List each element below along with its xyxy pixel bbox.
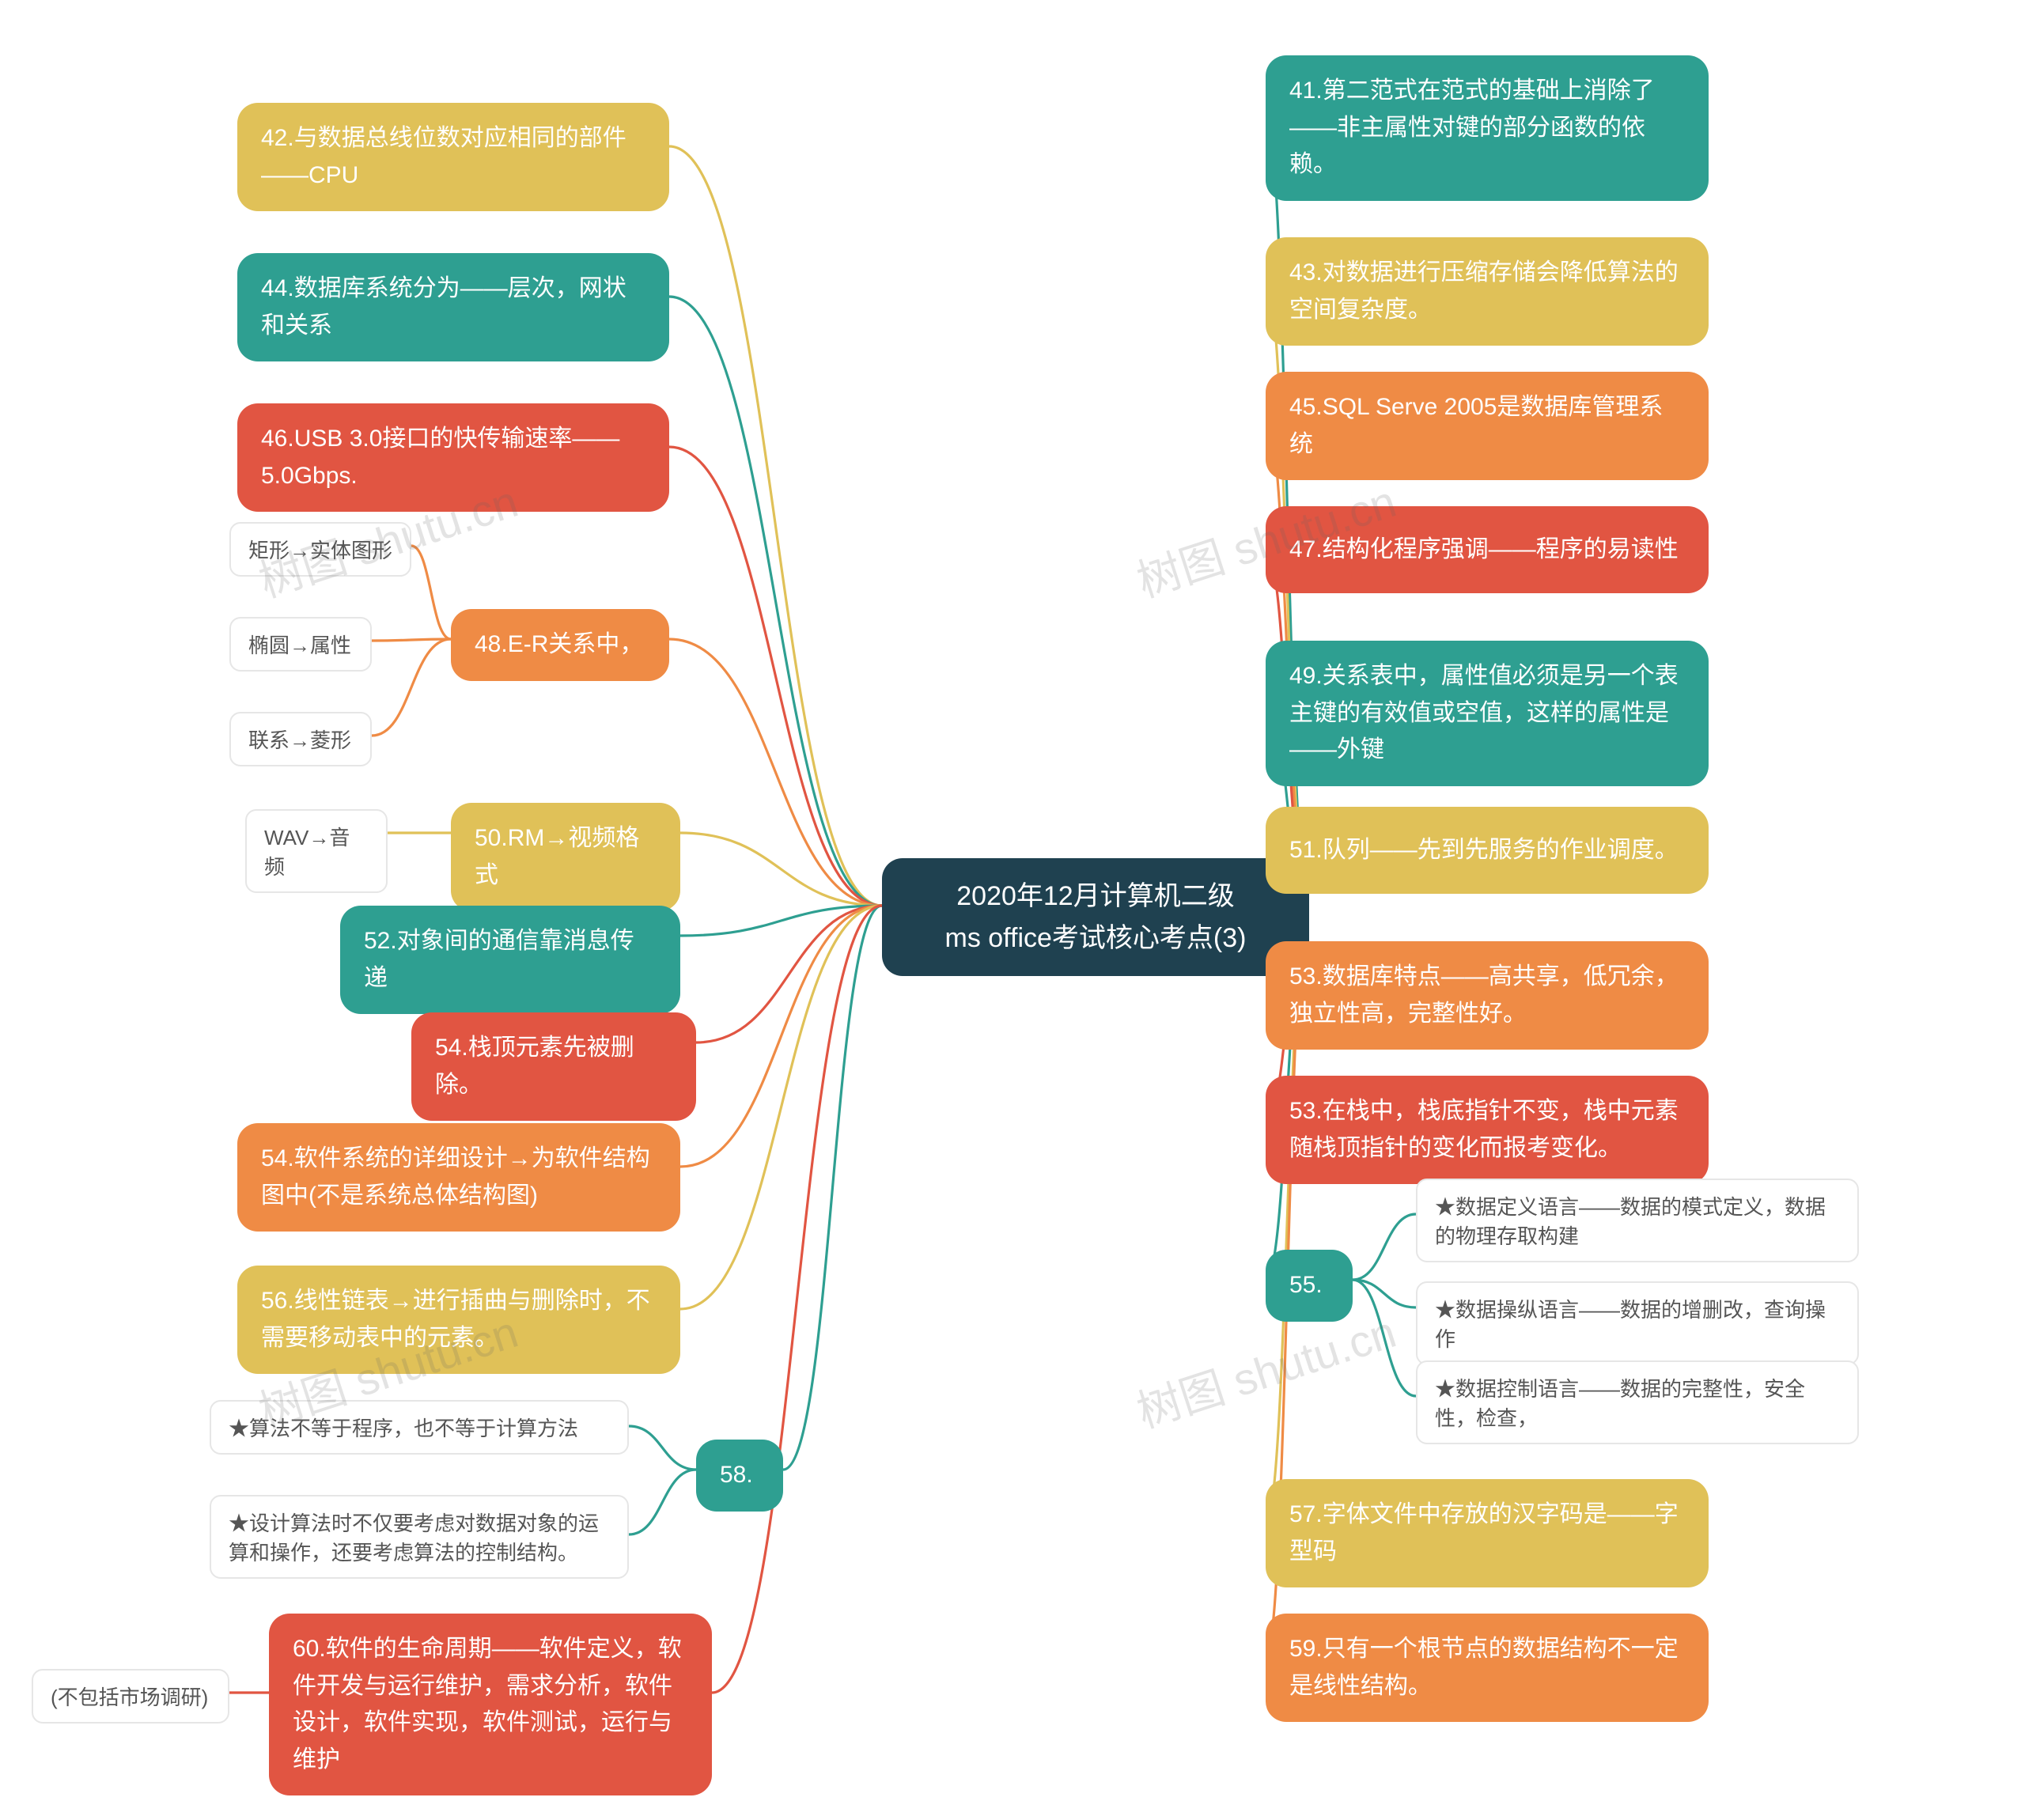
node-n56: 56.线性链表→进行插曲与删除时，不需要移动表中的元素。 (237, 1266, 680, 1374)
subnode-n55a: ★数据定义语言——数据的模式定义，数据的物理存取构建 (1416, 1179, 1859, 1262)
node-label-n57: 57.字体文件中存放的汉字码是——字型码 (1289, 1496, 1685, 1570)
node-label-n46: 46.USB 3.0接口的快传输速率——5.0Gbps. (261, 421, 645, 494)
node-label-n54b: 54.软件系统的详细设计→为软件结构图中(不是系统总体结构图) (261, 1141, 657, 1214)
node-label-n55: 55. (1289, 1267, 1323, 1304)
watermark-3: 树图 shutu.cn (1128, 1297, 1403, 1441)
node-label-n48: 48.E-R关系中， (475, 626, 643, 664)
node-n42: 42.与数据总线位数对应相同的部件——CPU (237, 103, 669, 211)
node-n53b: 53.在栈中，栈底指针不变，栈中元素随栈顶指针的变化而报考变化。 (1266, 1076, 1709, 1184)
node-n41: 41.第二范式在范式的基础上消除了——非主属性对键的部分函数的依赖。 (1266, 55, 1709, 201)
node-label-n51: 51.队列——先到先服务的作业调度。 (1289, 832, 1679, 869)
node-n49: 49.关系表中，属性值必须是另一个表主键的有效值或空值，这样的属性是——外键 (1266, 641, 1709, 786)
node-root: 2020年12月计算机二级 ms office考试核心考点(3) (882, 858, 1309, 976)
node-n59: 59.只有一个根节点的数据结构不一定是线性结构。 (1266, 1614, 1709, 1722)
node-n45: 45.SQL Serve 2005是数据库管理系统 (1266, 372, 1709, 480)
node-n52: 52.对象间的通信靠消息传递 (340, 906, 680, 1014)
node-n54a: 54.栈顶元素先被删除。 (411, 1012, 696, 1121)
node-label-n50: 50.RM→视频格式 (475, 820, 657, 894)
node-n44: 44.数据库系统分为——层次，网状和关系 (237, 253, 669, 361)
node-label-n53b: 53.在栈中，栈底指针不变，栈中元素随栈顶指针的变化而报考变化。 (1289, 1093, 1685, 1167)
node-label-n45: 45.SQL Serve 2005是数据库管理系统 (1289, 389, 1685, 463)
subnode-n48c: 联系→菱形 (229, 712, 372, 766)
node-n51: 51.队列——先到先服务的作业调度。 (1266, 807, 1709, 894)
node-n55: 55. (1266, 1250, 1353, 1322)
node-label-n59: 59.只有一个根节点的数据结构不一定是线性结构。 (1289, 1631, 1685, 1705)
subnode-label-n48c: 联系→菱形 (248, 728, 351, 752)
node-label-n60: 60.软件的生命周期——软件定义，软件开发与运行维护，需求分析，软件设计，软件实… (293, 1631, 688, 1778)
node-n47: 47.结构化程序强调——程序的易读性 (1266, 506, 1709, 593)
node-label-n49: 49.关系表中，属性值必须是另一个表主键的有效值或空值，这样的属性是——外键 (1289, 658, 1685, 769)
subnode-n48a: 矩形→实体图形 (229, 522, 411, 577)
subnode-label-n60a: (不包括市场调研) (51, 1686, 208, 1709)
node-label-n53a: 53.数据库特点——高共享，低冗余，独立性高，完整性好。 (1289, 959, 1685, 1032)
subnode-n55b: ★数据操纵语言——数据的增删改，查询操作 (1416, 1281, 1859, 1365)
node-label-n54a: 54.栈顶元素先被删除。 (435, 1030, 672, 1103)
subnode-n58b: ★设计算法时不仅要考虑对数据对象的运算和操作，还要考虑算法的控制结构。 (210, 1495, 629, 1579)
node-label-n42: 42.与数据总线位数对应相同的部件——CPU (261, 120, 645, 194)
subnode-label-n55c: ★数据控制语言——数据的完整性，安全性，检查， (1435, 1377, 1805, 1430)
node-n46: 46.USB 3.0接口的快传输速率——5.0Gbps. (237, 403, 669, 512)
node-n58: 58. (696, 1440, 783, 1512)
subnode-label-n48a: 矩形→实体图形 (248, 539, 392, 562)
subnode-label-n58b: ★设计算法时不仅要考虑对数据对象的运算和操作，还要考虑算法的控制结构。 (229, 1512, 599, 1565)
subnode-n55c: ★数据控制语言——数据的完整性，安全性，检查， (1416, 1360, 1859, 1444)
node-label-n52: 52.对象间的通信靠消息传递 (364, 923, 657, 997)
node-n57: 57.字体文件中存放的汉字码是——字型码 (1266, 1479, 1709, 1587)
subnode-label-n55b: ★数据操纵语言——数据的增删改，查询操作 (1435, 1298, 1826, 1351)
subnode-label-n58a: ★算法不等于程序，也不等于计算方法 (229, 1417, 578, 1440)
node-n50: 50.RM→视频格式 (451, 803, 680, 911)
subnode-n60a: (不包括市场调研) (32, 1669, 229, 1724)
node-label-n41: 41.第二范式在范式的基础上消除了——非主属性对键的部分函数的依赖。 (1289, 73, 1685, 184)
node-label-n56: 56.线性链表→进行插曲与删除时，不需要移动表中的元素。 (261, 1283, 657, 1356)
node-label-n44: 44.数据库系统分为——层次，网状和关系 (261, 271, 645, 344)
node-n54b: 54.软件系统的详细设计→为软件结构图中(不是系统总体结构图) (237, 1123, 680, 1232)
node-n53a: 53.数据库特点——高共享，低冗余，独立性高，完整性好。 (1266, 941, 1709, 1050)
subnode-label-n48b: 椭圆→属性 (248, 634, 351, 657)
node-label-n58: 58. (720, 1457, 753, 1494)
node-n48: 48.E-R关系中， (451, 609, 669, 681)
subnode-n58a: ★算法不等于程序，也不等于计算方法 (210, 1400, 629, 1455)
subnode-label-n55a: ★数据定义语言——数据的模式定义，数据的物理存取构建 (1435, 1195, 1826, 1248)
node-label-n43: 43.对数据进行压缩存储会降低算法的空间复杂度。 (1289, 255, 1685, 328)
subnode-label-n50a: WAV→音频 (264, 826, 350, 879)
mindmap-canvas: 2020年12月计算机二级 ms office考试核心考点(3) 42.与数据总线… (0, 0, 2025, 1820)
node-n60: 60.软件的生命周期——软件定义，软件开发与运行维护，需求分析，软件设计，软件实… (269, 1614, 712, 1795)
subnode-n50a: WAV→音频 (245, 809, 388, 893)
node-n43: 43.对数据进行压缩存储会降低算法的空间复杂度。 (1266, 237, 1709, 346)
node-label-n47: 47.结构化程序强调——程序的易读性 (1289, 532, 1679, 569)
node-label-root: 2020年12月计算机二级 ms office考试核心考点(3) (945, 876, 1247, 959)
subnode-n48b: 椭圆→属性 (229, 617, 372, 672)
